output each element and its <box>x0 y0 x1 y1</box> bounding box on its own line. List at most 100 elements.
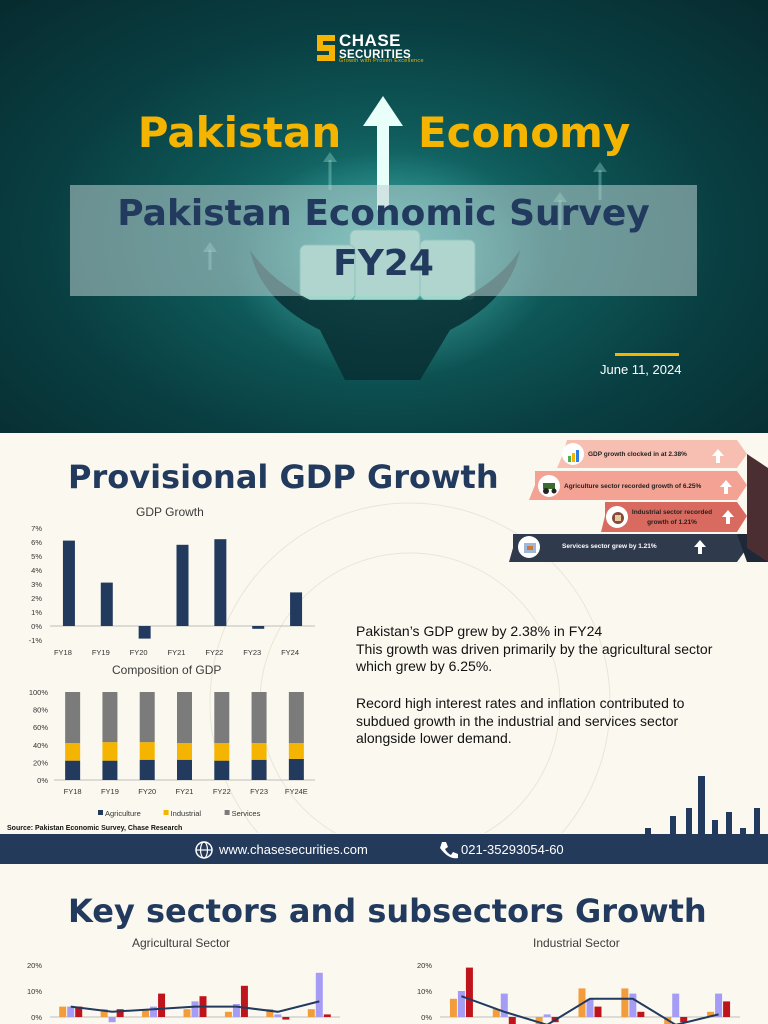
sector-bar-g1-s2 <box>116 1009 124 1017</box>
sector-bar-g1-s0 <box>492 1009 500 1017</box>
highlight-text-gdp: GDP growth clocked in at 2.38% <box>588 451 687 458</box>
survey-banner <box>70 185 697 296</box>
agri-chart-title: Agricultural Sector <box>132 936 231 950</box>
brand-name: CHASE SECURITIES <box>339 31 412 61</box>
phone-number[interactable]: 021-35293054-60 <box>461 842 564 857</box>
sector-bar-g4-s0 <box>224 1011 232 1017</box>
y-tick-label: 10% <box>27 987 42 996</box>
x-tick-label: FY18 <box>64 787 82 796</box>
comp-bar-agriculture-FY19 <box>102 760 118 780</box>
report-date: June 11, 2024 <box>600 362 682 377</box>
x-tick-label: FY24E <box>285 787 308 796</box>
highlight-ribbons <box>509 440 768 562</box>
comp-bar-industrial-FY23 <box>251 743 267 760</box>
y-tick-label: 5% <box>31 552 42 561</box>
sector-bar-g3-s2 <box>594 1006 602 1017</box>
gdp-bar-FY19 <box>100 582 113 626</box>
chase-logo-icon <box>317 35 335 61</box>
contact-footer <box>0 834 768 864</box>
legend-swatch-agriculture <box>98 810 103 815</box>
trend-line <box>70 1000 320 1013</box>
comp-bar-services-FY22 <box>214 692 230 744</box>
sector-bar-g3-s0 <box>183 1009 191 1017</box>
y-tick-label: 20% <box>417 961 432 970</box>
legend-label-services: Services <box>232 809 261 818</box>
comp-bar-industrial-FY22 <box>214 743 230 761</box>
x-tick-label: FY21 <box>176 787 194 796</box>
sector-bar-g6-s0 <box>707 1011 715 1017</box>
comp-bar-services-FY19 <box>102 692 118 743</box>
banner-title-line2: FY24 <box>333 243 434 284</box>
sector-bar-g2-s2 <box>158 993 166 1017</box>
comp-bar-services-FY20 <box>139 692 155 743</box>
sectors-section-title: Key sectors and subsectors Growth <box>68 892 707 930</box>
highlight-text-industrial: Industrial sector recorded growth of 1.2… <box>631 509 713 526</box>
sector-bar-g6-s2 <box>323 1014 331 1017</box>
x-tick-label: FY23 <box>243 648 261 657</box>
brand-tagline: Growth with Proven Excellence <box>339 58 424 64</box>
hero-title: Pakistan Economy <box>137 108 631 157</box>
x-tick-label: FY20 <box>138 787 156 796</box>
legend-label-industrial: Industrial <box>171 809 202 818</box>
up-arrow-icons <box>712 449 734 524</box>
x-tick-label: FY18 <box>54 648 72 657</box>
y-tick-label: 60% <box>33 723 48 732</box>
sector-bar-g1-s1 <box>108 1017 116 1023</box>
y-tick-label: 4% <box>31 566 42 575</box>
sector-bar-g0-s0 <box>449 998 457 1017</box>
gdp-paragraph-1-line1: Pakistan’s GDP grew by 2.38% in FY24 <box>356 623 603 639</box>
services-up-arrow-icon <box>694 540 706 554</box>
sector-bar-g4-s2 <box>240 985 248 1017</box>
decorative-bars <box>645 776 760 834</box>
agricultural-sector-chart: 20% 10% 0% <box>27 961 340 1023</box>
legend-swatch-services <box>224 810 230 815</box>
gdp-growth-chart: 7% 6% 5% 4% 3% 2% 1% 0% -1% FY18 FY19 FY20 FY21 FY22 F… <box>29 524 315 657</box>
comp-bar-industrial-FY18 <box>65 743 81 761</box>
x-tick-label: FY22 <box>205 648 223 657</box>
sector-bar-g3-s1 <box>586 998 594 1017</box>
composition-chart-title: Composition of GDP <box>112 663 222 677</box>
tractor-icon <box>539 477 561 497</box>
y-tick-label: 20% <box>27 961 42 970</box>
x-tick-label: FY19 <box>92 648 110 657</box>
industrial-chart-title: Industrial Sector <box>533 936 620 950</box>
sector-bar-g1-s2 <box>508 1017 516 1024</box>
y-tick-label: 20% <box>33 758 48 767</box>
sector-bar-g5-s2 <box>282 1017 290 1020</box>
sector-bar-g0-s1 <box>457 991 465 1017</box>
date-accent-line <box>615 353 679 356</box>
comp-bar-services-FY18 <box>65 692 81 744</box>
y-tick-label: 80% <box>33 706 48 715</box>
website-link[interactable]: www.chasesecurities.com <box>219 842 368 857</box>
gdp-bar-FY22 <box>214 539 227 626</box>
comp-bar-services-FY21 <box>177 692 192 744</box>
legend-label-agriculture: Agriculture <box>105 809 141 818</box>
sector-bar-g0-s2 <box>75 1006 83 1017</box>
y-tick-label: 2% <box>31 594 42 603</box>
sector-bar-g6-s0 <box>307 1009 315 1017</box>
legend-swatch-industrial <box>163 810 169 815</box>
sector-bar-g1-s0 <box>100 1009 108 1017</box>
x-tick-label: FY24 <box>281 648 299 657</box>
sector-bar-g6-s2 <box>723 1001 731 1017</box>
y-tick-label: 100% <box>29 688 49 697</box>
comp-bar-agriculture-FY23 <box>251 759 267 780</box>
highlight-text-agriculture: Agriculture sector recorded growth of 6.… <box>564 483 702 490</box>
sector-bar-g3-s1 <box>191 1001 199 1017</box>
gdp-bar-FY18 <box>62 540 75 626</box>
gdp-chart-title: GDP Growth <box>136 505 204 519</box>
gdp-paragraph-1: Pakistan’s GDP grew by 2.38% in FY24 Thi… <box>356 623 736 676</box>
sector-bar-g6-s1 <box>715 993 723 1017</box>
y-tick-label: 0% <box>31 622 42 631</box>
y-tick-label: 0% <box>31 1013 42 1022</box>
sector-bar-g5-s0 <box>266 1009 274 1017</box>
sector-bar-g5-s1 <box>274 1014 282 1017</box>
sector-bar-g1-s1 <box>500 993 508 1017</box>
gdp-section-title: Provisional GDP Growth <box>68 458 499 496</box>
sector-bar-g4-s1 <box>232 1004 240 1017</box>
y-tick-label: 40% <box>33 741 48 750</box>
highlight-text-services: Services sector grew by 1.21% <box>562 543 657 550</box>
sector-bar-g0-s0 <box>59 1006 67 1017</box>
comp-bar-industrial-FY21 <box>177 743 192 760</box>
x-tick-label: FY22 <box>213 787 231 796</box>
